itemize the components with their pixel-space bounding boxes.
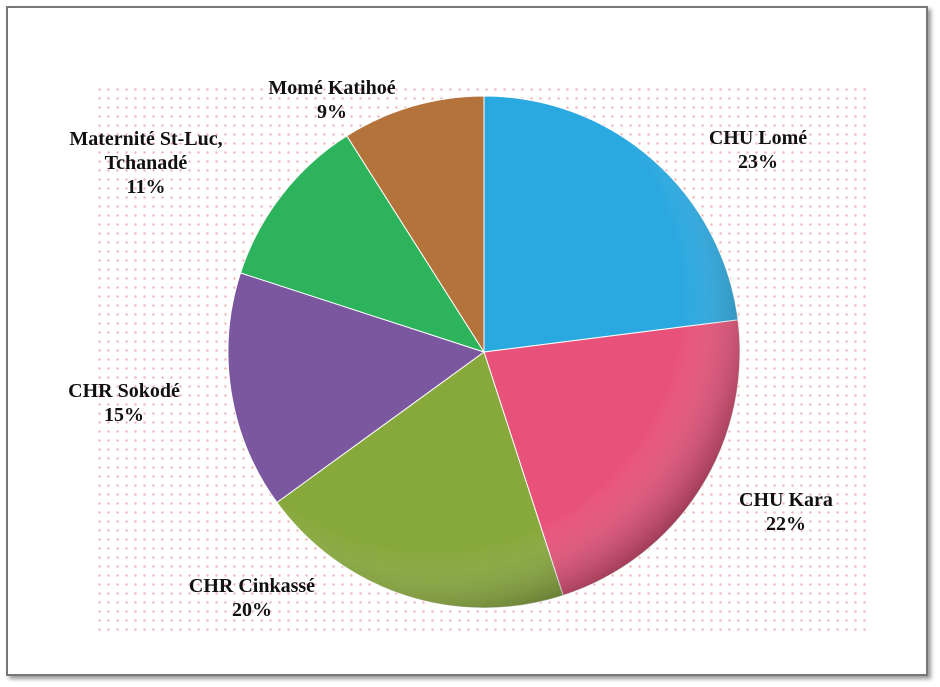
category-label: Maternité St-Luc, Tchanadé xyxy=(69,128,223,174)
slice-label: CHU Kara 22% xyxy=(686,488,886,536)
value-label: 22% xyxy=(766,513,806,535)
value-label: 23% xyxy=(738,151,778,173)
slice-label: CHU Lomé 23% xyxy=(658,126,858,174)
slice-label: CHR Cinkassé 20% xyxy=(152,574,352,622)
category-label: CHU Lomé xyxy=(708,127,808,149)
slice-label: Maternité St-Luc, Tchanadé 11% xyxy=(59,127,234,199)
slice-label: Momé Katihoé 9% xyxy=(232,76,432,124)
value-label: 11% xyxy=(126,176,166,198)
slice-label: CHR Sokodé 15% xyxy=(24,379,224,427)
category-label: Momé Katihoé xyxy=(268,77,396,99)
category-label: CHR Cinkassé xyxy=(188,575,316,597)
category-label: CHU Kara xyxy=(739,489,833,511)
value-label: 20% xyxy=(232,599,272,621)
value-label: 15% xyxy=(104,404,144,426)
value-label: 9% xyxy=(317,101,347,123)
category-label: CHR Sokodé xyxy=(68,380,180,402)
